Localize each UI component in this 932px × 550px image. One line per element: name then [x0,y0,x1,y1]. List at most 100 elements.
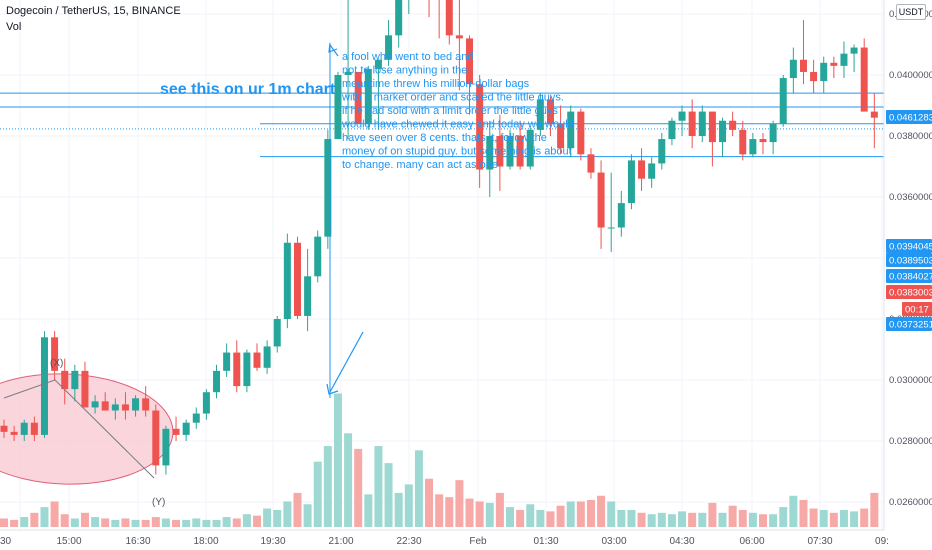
candle-body [698,111,706,136]
candle-body [678,111,686,121]
volume-bar [607,501,616,527]
volume-bar [293,492,302,527]
candle-body [840,53,848,66]
time-tick-label: 19:30 [260,536,285,547]
candle-body [526,129,534,167]
headline-annotation: see this on ur 1m chart [160,81,336,98]
candle-body [51,337,59,371]
candle-body [830,62,838,66]
pattern-y-label: (Y) [152,497,165,508]
arrow-line [329,331,364,393]
candle-body [860,47,868,112]
time-tick-label: 18:00 [193,536,218,547]
volume-bar [30,512,39,527]
symbol-title: Dogecoin / TetherUS, 15, BINANCE [6,5,181,17]
currency-unit-button[interactable]: USDT [896,4,926,20]
candle-body [617,203,625,228]
candle-body [445,0,453,36]
volume-bar [384,463,393,527]
volume-bar [455,480,464,527]
volume-bar [536,509,545,527]
volume-bar [40,507,49,527]
candle-body [536,99,544,130]
price-tag-box [886,285,932,299]
volume-bar [495,492,504,527]
volume-bar [141,519,150,527]
time-tick-label: 09: [875,536,889,547]
price-tag-box [902,302,932,316]
volume-bar [414,450,423,527]
candle-body [304,276,312,316]
volume-bar [0,518,8,527]
volume-bar [779,507,788,527]
volume-bar [860,508,869,527]
time-tick-label: 22:30 [396,536,421,547]
candle-body [81,370,89,408]
volume-bar [50,501,59,527]
volume-bar [91,517,100,527]
candle-body [334,75,342,140]
candle-body [486,136,494,170]
volume-bar [627,509,636,527]
time-axis: 30 15:00 16:30 18:00 19:30 21:00 22:30 Feb 01:30… [0,536,889,547]
pattern-line [3,379,155,479]
candle-body [729,120,737,130]
candle-body [213,370,221,393]
note-line: have seen over 8 cents. thats it, follow… [342,132,547,144]
note-line: a fool who went to bed and [342,51,473,63]
candle-body [870,111,878,118]
drawings [3,42,364,479]
volume-bar [870,492,879,527]
volume-bar [232,518,241,527]
volume-bar [667,514,676,527]
candle-body [466,38,474,85]
candle-body [324,139,332,237]
candle-body [587,154,595,173]
candle-body [577,111,585,155]
note-line: if he had sold with a limit order the li… [342,105,558,117]
volume-bar [738,509,747,527]
price-tag-label: 0.0394045 [889,242,932,253]
volume-bar [556,505,565,527]
price-tick-label: 0.0260000 [889,497,932,508]
candle-body [739,129,747,155]
candle-body [476,84,484,170]
time-tick-label: 06:00 [739,536,764,547]
volume-bar [566,501,575,527]
time-axis-background [0,530,884,550]
volume-bar [70,518,79,527]
price-tick-label: 0.0400000 [889,70,932,81]
candle-body [354,71,362,124]
volume-bar [20,517,29,527]
price-tag-box [886,317,932,331]
candle-body [40,337,48,435]
price-tag-box [886,110,932,124]
time-tick-label: 01:30 [533,536,558,547]
price-tag-box [886,269,932,283]
candle-body [668,120,676,140]
candle-body [243,352,251,387]
candle-body [627,160,635,204]
note-line: money of on stupid guy. but something is… [342,146,572,158]
candle-body [223,352,231,371]
volume-bar [323,446,332,527]
candle-body [810,71,818,82]
volume-bar [850,511,859,527]
volume-bar [394,492,403,527]
candles [0,0,878,475]
volume-bar [354,448,363,527]
candle-body [749,139,757,155]
volume-bar [435,494,444,527]
volume-bar [131,519,140,527]
volume-bar [101,518,110,527]
volume-bar [222,517,231,527]
volume-bar [546,511,555,527]
candle-body [546,99,554,124]
volume-bar [344,433,353,527]
candle-body [516,136,524,167]
volume-bars [0,393,879,527]
arrow-head [328,42,338,53]
volume-bar [60,514,69,527]
volume-bar [688,512,697,527]
